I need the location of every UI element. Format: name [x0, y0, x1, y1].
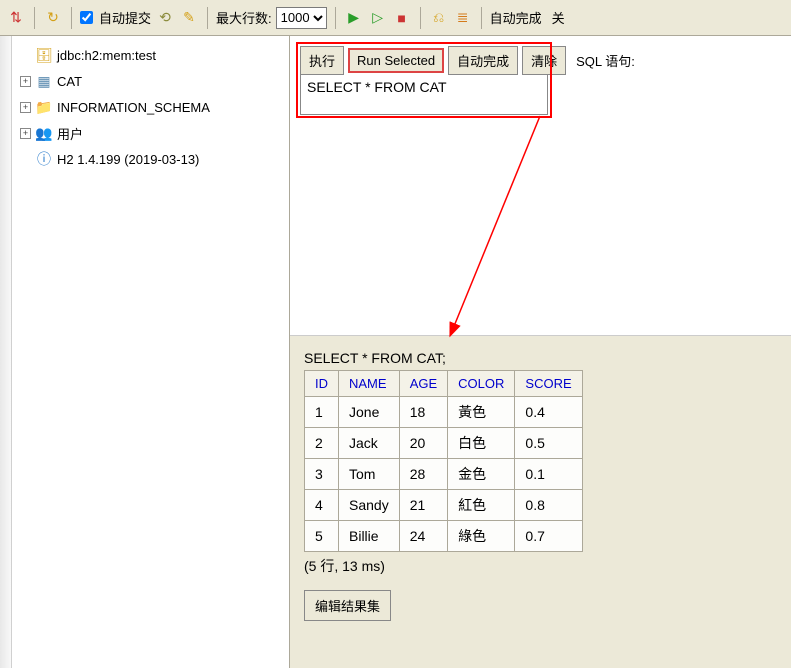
table-row[interactable]: 2Jack20白色0.5	[305, 428, 583, 459]
folder-icon: 📁	[35, 98, 53, 116]
table-cell: 金色	[448, 459, 515, 490]
table-cell: 4	[305, 490, 339, 521]
expand-icon[interactable]: +	[20, 76, 31, 87]
toolbar: ⇅ ↻ 自动提交 ⟲ ✎ 最大行数: 1000 ▶ ▷ ■ ⎌ ≣ 自动完成 关	[0, 0, 791, 36]
connection-label: jdbc:h2:mem:test	[57, 48, 156, 63]
stop-icon[interactable]: ■	[392, 8, 412, 28]
auto-commit-checkbox[interactable]	[80, 11, 93, 24]
table-cell: 3	[305, 459, 339, 490]
toolbar-separator	[34, 7, 35, 29]
tree-row-users[interactable]: + 👥 用户	[16, 120, 285, 146]
table-cell: 21	[399, 490, 447, 521]
auto-commit-label: 自动提交	[99, 8, 151, 27]
query-button-row: 执行 Run Selected 自动完成 清除 SQL 语句:	[300, 46, 781, 75]
toolbar-separator	[207, 7, 208, 29]
table-icon: ▦	[35, 72, 53, 90]
table-cell: Jack	[339, 428, 400, 459]
table-cell: 0.7	[515, 521, 582, 552]
table-cell: 黃色	[448, 397, 515, 428]
auto-complete-toolbar-label: 自动完成	[490, 8, 542, 27]
result-table: IDNAMEAGECOLORSCORE 1Jone18黃色0.42Jack20白…	[304, 370, 583, 552]
table-row[interactable]: 1Jone18黃色0.4	[305, 397, 583, 428]
table-row[interactable]: 4Sandy21紅色0.8	[305, 490, 583, 521]
run-icon[interactable]: ▶	[344, 8, 364, 28]
table-header[interactable]: ID	[305, 371, 339, 397]
tree-item-label: 用户	[57, 124, 83, 143]
sql-input[interactable]: SELECT * FROM CAT	[300, 75, 548, 115]
table-cell: Jone	[339, 397, 400, 428]
table-header[interactable]: COLOR	[448, 371, 515, 397]
table-cell: 24	[399, 521, 447, 552]
left-gutter	[0, 36, 12, 668]
result-echo-sql: SELECT * FROM CAT;	[304, 350, 777, 366]
table-cell: 5	[305, 521, 339, 552]
options-icon[interactable]: ≣	[453, 8, 473, 28]
tree-item-label: CAT	[57, 74, 82, 89]
database-icon: 🗄	[35, 46, 53, 64]
tree-item-label: INFORMATION_SCHEMA	[57, 100, 210, 115]
clear-button[interactable]: 清除	[522, 46, 566, 75]
max-rows-label: 最大行数:	[216, 8, 272, 27]
run-button[interactable]: 执行	[300, 46, 344, 75]
version-label: H2 1.4.199 (2019-03-13)	[57, 152, 199, 167]
edit-result-button[interactable]: 编辑结果集	[304, 590, 391, 621]
table-cell: Billie	[339, 521, 400, 552]
table-cell: 0.4	[515, 397, 582, 428]
table-cell: 0.5	[515, 428, 582, 459]
table-row[interactable]: 3Tom28金色0.1	[305, 459, 583, 490]
max-rows-select[interactable]: 1000	[276, 7, 327, 29]
sql-statement-label: SQL 语句:	[576, 51, 635, 70]
table-cell: 白色	[448, 428, 515, 459]
table-cell: 0.1	[515, 459, 582, 490]
rollback-icon[interactable]: ✎	[179, 8, 199, 28]
refresh-icon[interactable]: ↻	[43, 8, 63, 28]
auto-complete-off-label: 关	[552, 8, 565, 27]
table-cell: 20	[399, 428, 447, 459]
info-icon: ⓘ	[35, 150, 53, 168]
toolbar-separator	[71, 7, 72, 29]
auto-complete-button[interactable]: 自动完成	[448, 46, 518, 75]
table-row[interactable]: 5Billie24綠色0.7	[305, 521, 583, 552]
tree-row-connection[interactable]: 🗄 jdbc:h2:mem:test	[16, 42, 285, 68]
expand-icon[interactable]: +	[20, 128, 31, 139]
toolbar-separator	[335, 7, 336, 29]
run-selected-icon[interactable]: ▷	[368, 8, 388, 28]
table-cell: 1	[305, 397, 339, 428]
toolbar-separator	[420, 7, 421, 29]
tree-row-version: ⓘ H2 1.4.199 (2019-03-13)	[16, 146, 285, 172]
commit-icon[interactable]: ⟲	[155, 8, 175, 28]
sidebar: 🗄 jdbc:h2:mem:test + ▦ CAT + 📁 INFORMATI…	[12, 36, 290, 668]
tree-row-cat[interactable]: + ▦ CAT	[16, 68, 285, 94]
table-cell: 紅色	[448, 490, 515, 521]
table-header[interactable]: AGE	[399, 371, 447, 397]
table-cell: Sandy	[339, 490, 400, 521]
table-cell: 28	[399, 459, 447, 490]
disconnect-icon[interactable]: ⇅	[6, 8, 26, 28]
main-area: 执行 Run Selected 自动完成 清除 SQL 语句: SELECT *…	[290, 36, 791, 668]
history-icon[interactable]: ⎌	[429, 8, 449, 28]
table-cell: 18	[399, 397, 447, 428]
expand-icon[interactable]: +	[20, 102, 31, 113]
table-cell: Tom	[339, 459, 400, 490]
run-selected-button[interactable]: Run Selected	[348, 48, 444, 73]
table-cell: 2	[305, 428, 339, 459]
result-summary: (5 行, 13 ms)	[304, 556, 777, 576]
table-cell: 綠色	[448, 521, 515, 552]
table-header[interactable]: SCORE	[515, 371, 582, 397]
table-header[interactable]: NAME	[339, 371, 400, 397]
content: 🗄 jdbc:h2:mem:test + ▦ CAT + 📁 INFORMATI…	[0, 36, 791, 668]
toolbar-separator	[481, 7, 482, 29]
query-area: 执行 Run Selected 自动完成 清除 SQL 语句: SELECT *…	[290, 36, 791, 336]
table-cell: 0.8	[515, 490, 582, 521]
result-area: SELECT * FROM CAT; IDNAMEAGECOLORSCORE 1…	[290, 336, 791, 668]
tree-row-info-schema[interactable]: + 📁 INFORMATION_SCHEMA	[16, 94, 285, 120]
users-icon: 👥	[35, 124, 53, 142]
